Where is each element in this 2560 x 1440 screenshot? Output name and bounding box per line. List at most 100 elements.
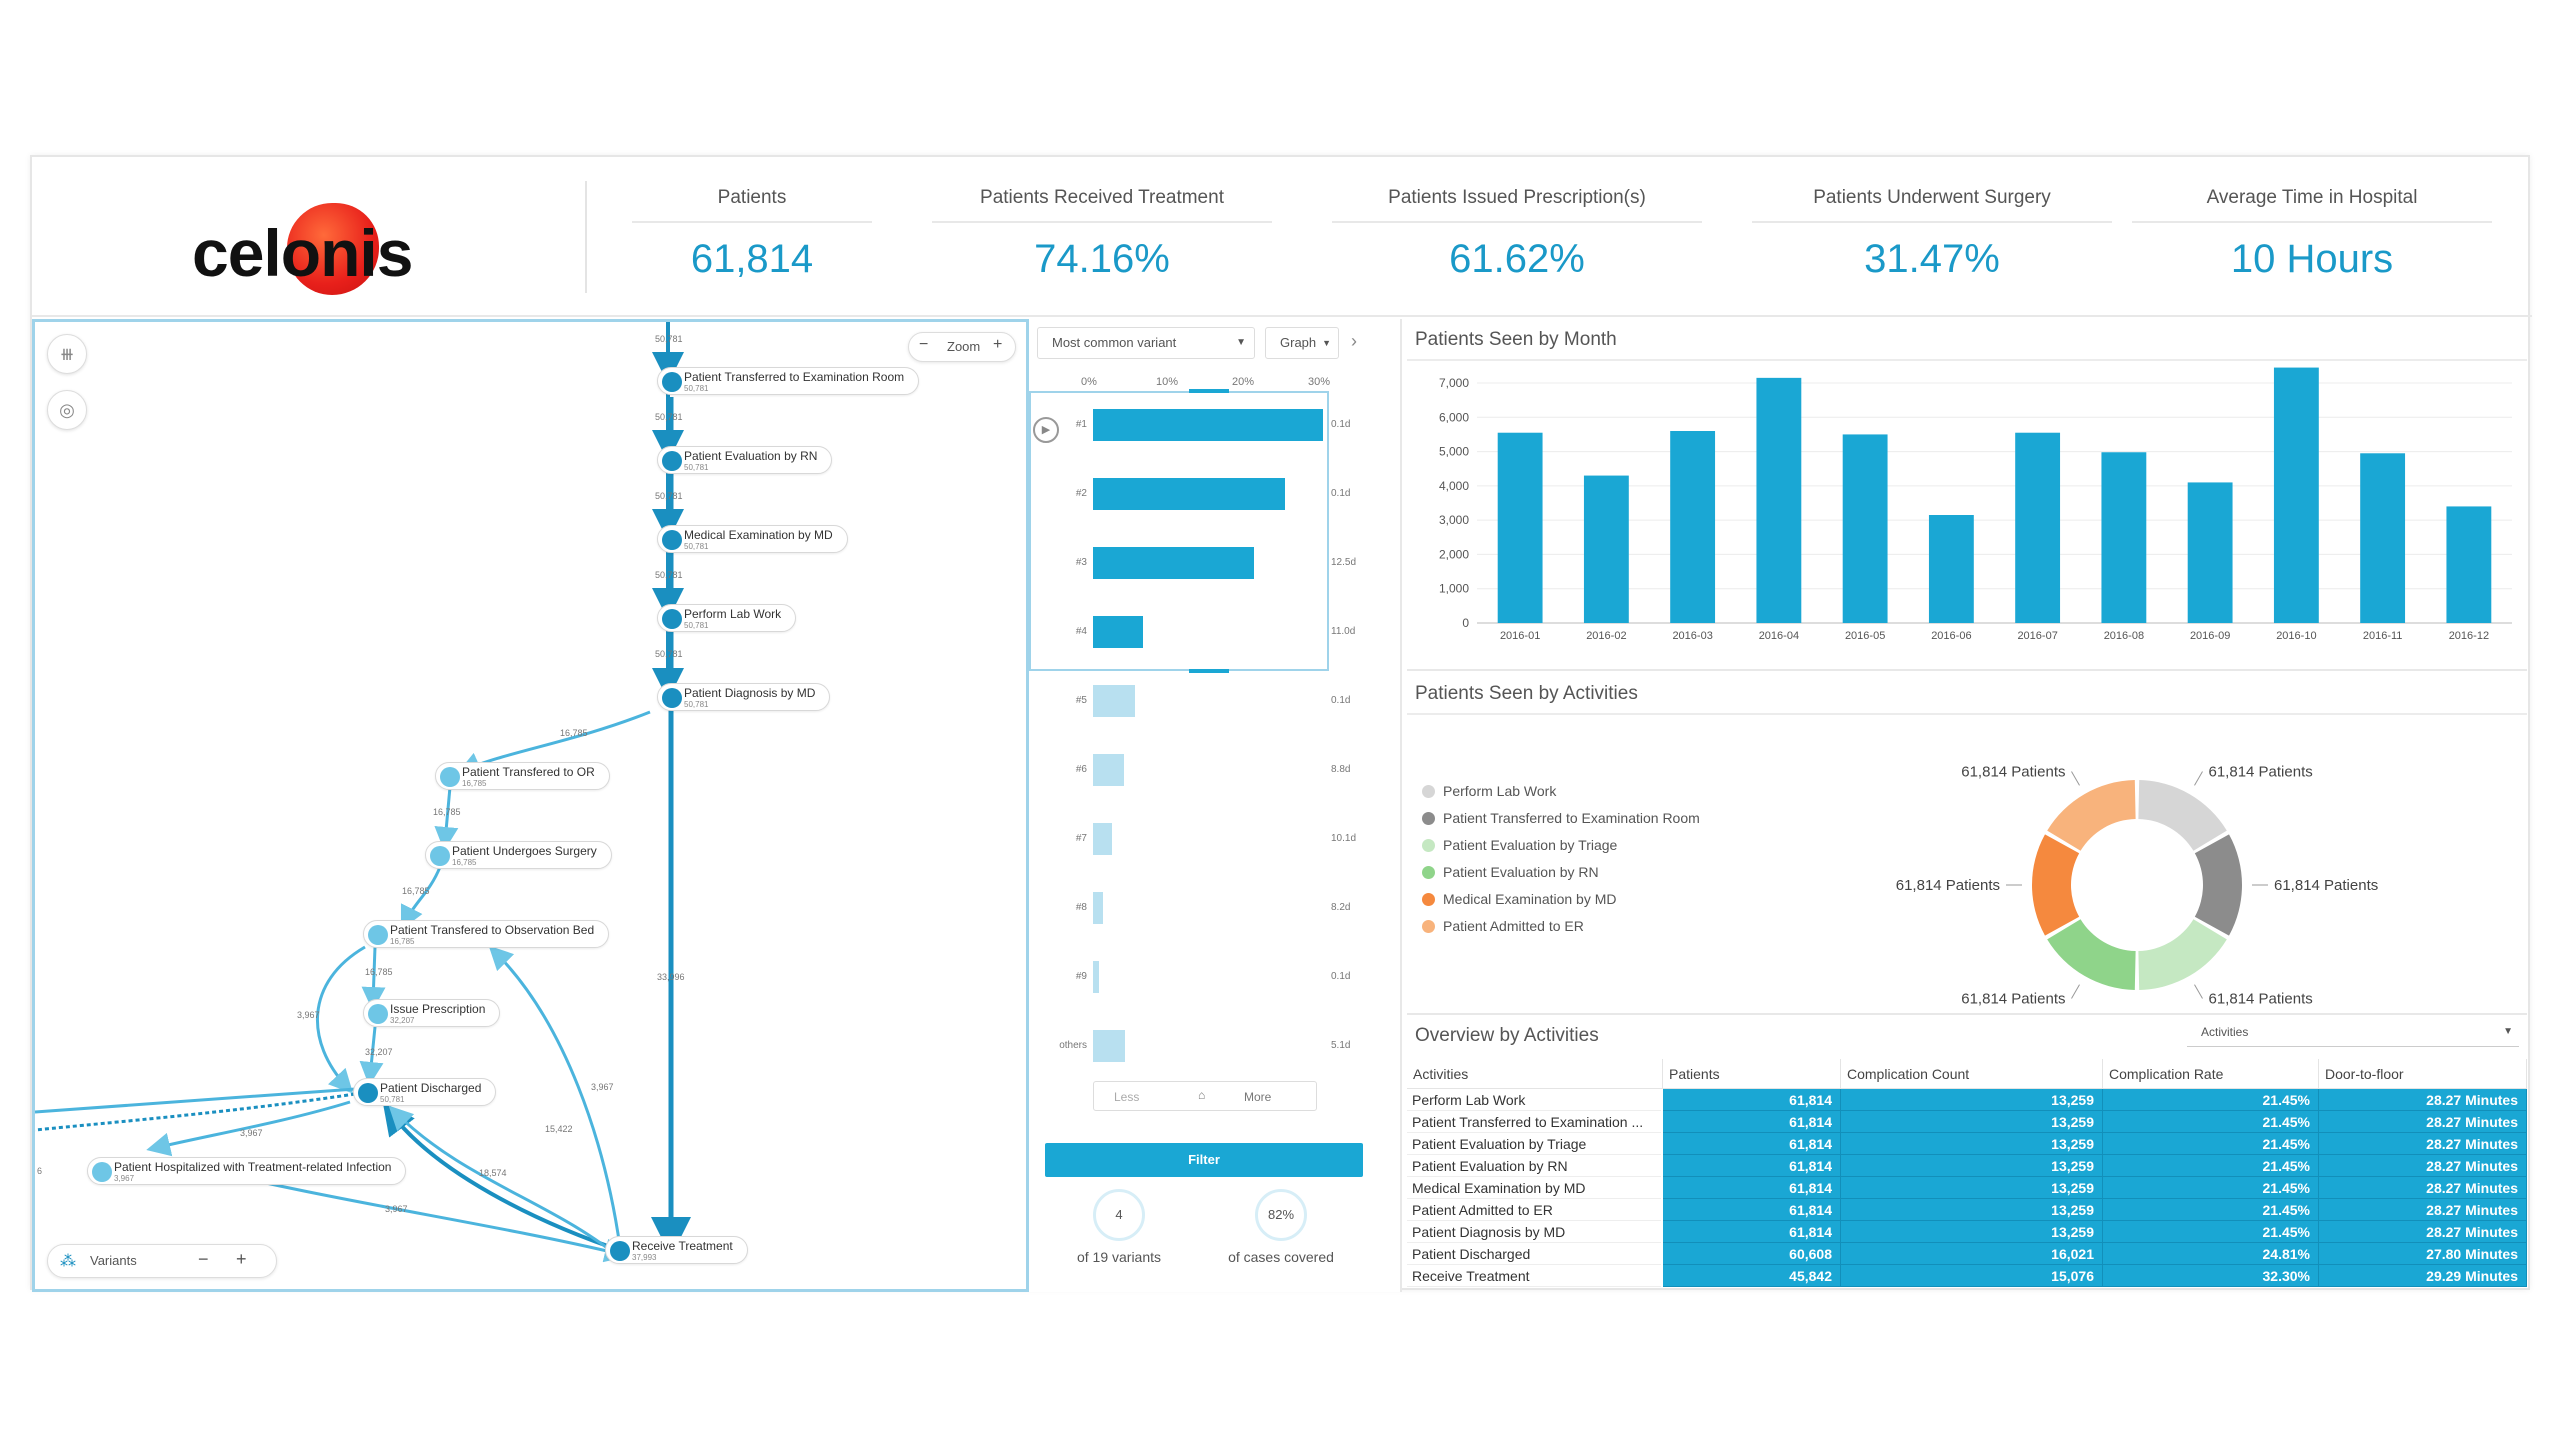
variant-bar[interactable] (1093, 685, 1136, 717)
selection-handle-bottom[interactable] (1189, 669, 1229, 673)
edge-label: 16,785 (560, 728, 588, 738)
legend-swatch (1422, 866, 1435, 879)
edge-label: 16,785 (402, 886, 430, 896)
variants-plus-button[interactable]: + (236, 1249, 247, 1269)
column-header[interactable]: Door-to-floor (2319, 1059, 2527, 1089)
variant-bar[interactable] (1093, 754, 1124, 786)
legend-item[interactable]: Patient Evaluation by Triage (1422, 837, 1617, 853)
node-name: Perform Lab Work (684, 607, 782, 621)
grid-icon[interactable]: ⧻ (47, 334, 87, 374)
table-row[interactable]: Patient Evaluation by Triage 61,814 13,259… (1407, 1133, 2527, 1155)
variant-bar[interactable] (1093, 823, 1113, 855)
variant-count-caption: of 19 variants (1076, 1249, 1162, 1265)
kpi-issued-prescriptions[interactable]: Patients Issued Prescription(s) 61.62% (1332, 187, 1702, 297)
process-map[interactable]: ⧻ ◎ − Zoom + Patient Transferred to Exam… (32, 319, 1029, 1292)
node-name: Patient Evaluation by RN (684, 449, 818, 463)
legend-item[interactable]: Patient Transferred to Examination Room (1422, 810, 1700, 826)
table-row[interactable]: Receive Treatment 45,842 15,076 32.30% 29.29… (1407, 1265, 2527, 1287)
bar[interactable] (2101, 452, 2147, 623)
donut-slice[interactable] (2047, 780, 2136, 851)
table-row[interactable]: Medical Examination by MD 61,814 13,259 21.… (1407, 1177, 2527, 1199)
variant-bar[interactable] (1093, 1030, 1126, 1062)
variant-bar[interactable] (1093, 547, 1254, 579)
table-row[interactable]: Perform Lab Work 61,814 13,259 21.45% 28.27 … (1407, 1089, 2527, 1111)
activity-cell: Patient Transferred to Examination ... (1407, 1111, 1661, 1133)
table-row[interactable]: Patient Transferred to Examination ... 61… (1407, 1111, 2527, 1133)
table-row[interactable]: Patient Evaluation by RN 61,814 13,259 21.4… (1407, 1155, 2527, 1177)
table-row[interactable]: Patient Admitted to ER 61,814 13,259 21.45%… (1407, 1199, 2527, 1221)
activity-node[interactable]: Patient Discharged 50,781 (353, 1078, 497, 1106)
variant-bar[interactable] (1093, 892, 1103, 924)
variant-bar[interactable] (1093, 409, 1323, 441)
bar[interactable] (1497, 432, 1543, 623)
activity-node[interactable]: Medical Examination by MD 50,781 (657, 525, 848, 553)
column-header[interactable]: Activities (1407, 1059, 1663, 1089)
variant-duration: 8.8d (1331, 764, 1351, 775)
legend-item[interactable]: Patient Evaluation by RN (1422, 864, 1599, 880)
variant-bar[interactable] (1093, 961, 1100, 993)
overview-dimension-dropdown[interactable]: Activities ▼ (2187, 1019, 2519, 1047)
variant-bar[interactable] (1093, 478, 1285, 510)
activity-node[interactable]: Patient Undergoes Surgery 16,785 (425, 841, 612, 869)
activity-node[interactable]: Patient Hospitalized with Treatment-rela… (87, 1157, 407, 1185)
donut-slice[interactable] (2047, 919, 2136, 990)
play-icon[interactable]: ▶ (1033, 417, 1059, 443)
activity-node[interactable]: Patient Transfered to Observation Bed 16,… (363, 920, 610, 948)
bar[interactable] (1928, 515, 1974, 623)
bar[interactable] (2187, 482, 2233, 623)
legend-item[interactable]: Perform Lab Work (1422, 783, 1556, 799)
graph-dropdown[interactable]: Graph ▼ (1265, 327, 1339, 359)
kpi-received-treatment[interactable]: Patients Received Treatment 74.16% (932, 187, 1272, 297)
activity-node[interactable]: Patient Transferred to Examination Room 5… (657, 367, 920, 395)
selection-handle-top[interactable] (1189, 389, 1229, 393)
column-header[interactable]: Complication Rate (2103, 1059, 2319, 1089)
donut-slice[interactable] (2194, 834, 2242, 936)
less-button[interactable]: Less (1114, 1090, 1140, 1104)
bar[interactable] (2446, 506, 2492, 623)
table-row[interactable]: Patient Discharged 60,608 16,021 24.81% 27.8… (1407, 1243, 2527, 1265)
slice-value-label: 61,814 Patients (1896, 877, 2000, 894)
variant-duration: 8.2d (1331, 902, 1351, 913)
table-row[interactable]: Patient Diagnosis by MD 61,814 13,259 21.45… (1407, 1221, 2527, 1243)
bar[interactable] (2015, 432, 2061, 623)
donut-slice[interactable] (2138, 780, 2227, 851)
donut-slice[interactable] (2138, 919, 2227, 990)
activity-node[interactable]: Perform Lab Work 50,781 (657, 604, 797, 632)
variant-sort-dropdown[interactable]: Most common variant ▼ (1037, 327, 1255, 359)
zoom-out-button[interactable]: − (919, 336, 929, 353)
value-cell: 28.27 Minutes (2319, 1155, 2527, 1177)
bar[interactable] (2360, 453, 2406, 623)
eye-off-icon[interactable]: ◎ (47, 390, 87, 430)
activity-node[interactable]: Patient Transfered to OR 16,785 (435, 762, 610, 790)
activity-node[interactable]: Patient Diagnosis by MD 50,781 (657, 683, 831, 711)
kpi-underwent-surgery[interactable]: Patients Underwent Surgery 31.47% (1752, 187, 2112, 297)
bar[interactable] (1670, 431, 1716, 623)
bar[interactable] (2273, 367, 2319, 623)
activity-node[interactable]: Issue Prescription 32,207 (363, 999, 501, 1027)
chevron-right-icon[interactable]: › (1351, 331, 1357, 351)
bar[interactable] (1842, 434, 1888, 623)
slice-value-label: 61,814 Patients (1961, 990, 2065, 1007)
variant-bar[interactable] (1093, 616, 1143, 648)
legend-item[interactable]: Patient Admitted to ER (1422, 918, 1584, 934)
kpi-value: 31.47% (1864, 237, 2000, 281)
y-tick-label: 5,000 (1439, 445, 1469, 459)
kpi-patients[interactable]: Patients 61,814 (632, 187, 872, 297)
edge-label: 3,967 (297, 1010, 320, 1020)
column-header[interactable]: Complication Count (1841, 1059, 2103, 1089)
donut-slice[interactable] (2032, 834, 2080, 936)
activity-node[interactable]: Receive Treatment 37,993 (605, 1236, 748, 1264)
variant-selection-frame[interactable] (1029, 391, 1329, 671)
kpi-average-time[interactable]: Average Time in Hospital 10 Hours (2132, 187, 2492, 297)
bar[interactable] (1583, 475, 1629, 623)
bar[interactable] (1756, 377, 1802, 623)
column-header[interactable]: Patients (1663, 1059, 1841, 1089)
more-button[interactable]: More (1244, 1090, 1272, 1104)
filter-button[interactable]: Filter (1045, 1143, 1363, 1177)
activity-node[interactable]: Patient Evaluation by RN 50,781 (657, 446, 833, 474)
zoom-in-button[interactable]: + (993, 336, 1003, 353)
home-icon[interactable]: ⌂ (1198, 1088, 1206, 1102)
legend-item[interactable]: Medical Examination by MD (1422, 891, 1617, 907)
variants-minus-button[interactable]: − (198, 1249, 209, 1269)
value-cell: 21.45% (2103, 1221, 2319, 1243)
